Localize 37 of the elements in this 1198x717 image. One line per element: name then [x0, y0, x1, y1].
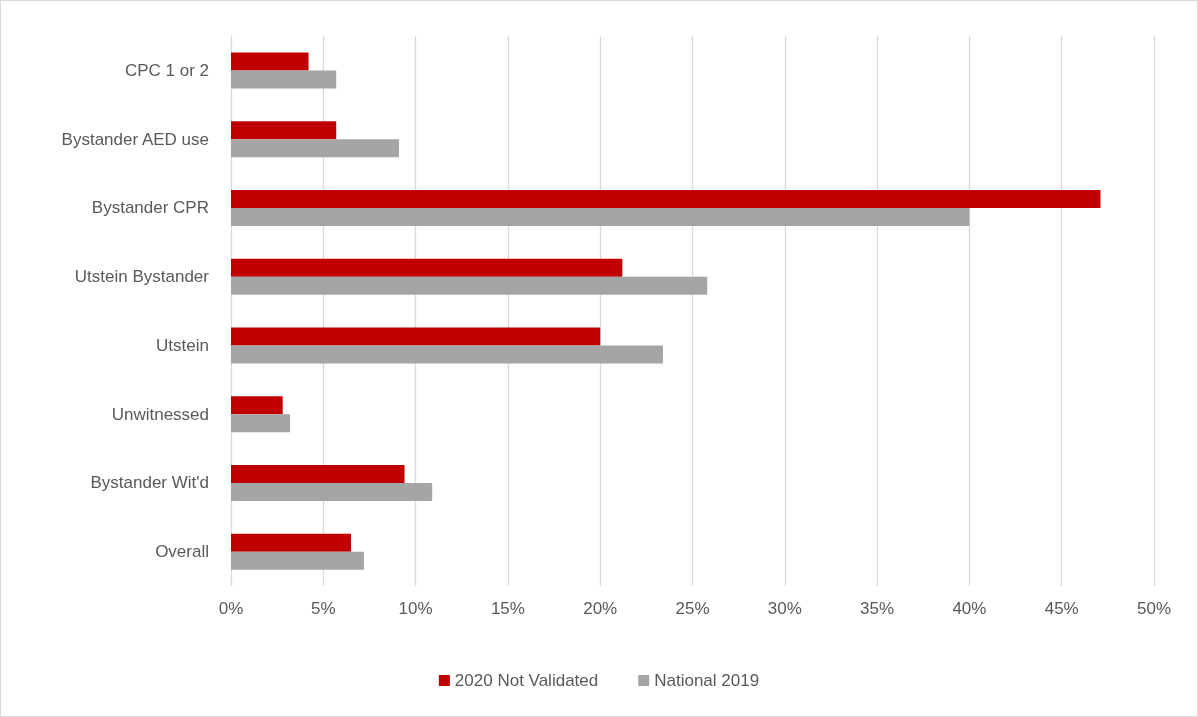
bar	[231, 189, 1101, 208]
bar	[231, 482, 433, 501]
bar	[231, 276, 708, 295]
y-tick-label: Bystander CPR	[91, 198, 209, 218]
y-tick-label: Overall	[155, 542, 209, 562]
bar	[231, 121, 337, 140]
x-tick-label: 40%	[952, 599, 987, 618]
bar	[231, 139, 399, 158]
x-tick-label: 35%	[860, 599, 895, 618]
x-tick-label: 20%	[583, 599, 618, 618]
bar	[231, 345, 663, 364]
bar	[231, 414, 291, 433]
bar	[231, 396, 283, 415]
x-tick-label: 50%	[1136, 599, 1172, 618]
y-tick-label: Utstein Bystander	[74, 267, 210, 287]
x-tick-label: 5%	[311, 599, 336, 618]
y-tick-label: Bystander AED use	[61, 129, 209, 149]
bar	[231, 327, 601, 346]
y-tick-label: Unwitnessed	[111, 404, 209, 424]
y-tick-label: Bystander Wit'd	[90, 473, 209, 493]
bar	[231, 207, 970, 226]
x-tick-label: 10%	[398, 599, 433, 618]
bar	[231, 533, 351, 552]
bar	[231, 52, 309, 71]
y-tick-label: Utstein	[156, 335, 209, 355]
bar	[231, 464, 405, 483]
y-tick-label: CPC 1 or 2	[124, 60, 209, 80]
bar	[231, 551, 364, 570]
bar	[231, 70, 337, 89]
bar	[231, 258, 623, 277]
legend-label: National 2019	[654, 671, 760, 690]
x-tick-label: 30%	[767, 599, 802, 618]
legend-label: 2020 Not Validated	[454, 671, 599, 690]
x-tick-label: 15%	[490, 599, 525, 618]
x-tick-label: 45%	[1044, 599, 1079, 618]
x-tick-label: 0%	[218, 599, 244, 618]
x-tick-label: 25%	[675, 599, 710, 618]
